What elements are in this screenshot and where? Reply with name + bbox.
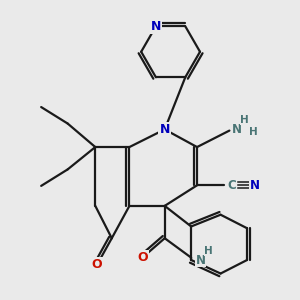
Text: N: N: [249, 179, 260, 192]
Text: H: H: [240, 115, 249, 125]
Text: N: N: [232, 123, 242, 136]
Text: H: H: [204, 246, 213, 256]
Text: C: C: [228, 179, 236, 192]
Text: O: O: [92, 258, 102, 271]
Text: N: N: [196, 254, 206, 266]
Text: O: O: [137, 251, 148, 264]
Text: N: N: [160, 123, 170, 136]
Text: H: H: [249, 127, 257, 137]
Text: N: N: [151, 20, 161, 33]
